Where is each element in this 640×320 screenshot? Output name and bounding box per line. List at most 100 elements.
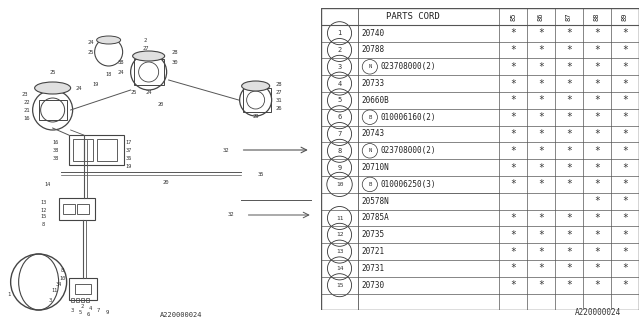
Text: *: * [594,28,600,38]
Text: N: N [368,148,371,153]
Bar [77,204,88,214]
Text: 31: 31 [275,98,282,102]
Text: 27: 27 [142,45,149,51]
Text: 9: 9 [337,164,342,171]
Ellipse shape [242,81,269,91]
Bar [76,298,79,302]
Text: *: * [510,163,516,172]
Text: 10: 10 [60,276,66,281]
Text: 87: 87 [566,12,572,21]
Text: 22: 22 [24,100,30,105]
Text: 85: 85 [510,12,516,21]
Text: 20730: 20730 [361,281,384,290]
Text: *: * [538,146,544,156]
Text: 4: 4 [89,307,92,311]
Text: 2: 2 [144,37,147,43]
Bar [81,298,84,302]
Text: 20578N: 20578N [361,197,388,206]
Text: 9: 9 [106,310,109,316]
Text: *: * [538,280,544,290]
Text: *: * [594,146,600,156]
Bar [97,139,116,161]
Text: 5: 5 [337,97,342,103]
Text: 89: 89 [621,12,628,21]
Text: 8: 8 [337,148,342,154]
Text: 88: 88 [594,12,600,21]
Text: 12: 12 [336,232,343,237]
Text: 12: 12 [40,207,47,212]
Text: 6: 6 [87,311,90,316]
Text: 28: 28 [275,82,282,86]
Text: *: * [594,280,600,290]
Bar [75,284,91,294]
Text: *: * [622,163,628,172]
Ellipse shape [35,82,70,94]
Ellipse shape [97,36,120,44]
Text: 29: 29 [252,114,259,118]
Text: 6: 6 [337,114,342,120]
Text: *: * [538,163,544,172]
Text: 20: 20 [163,180,169,185]
Text: N: N [368,64,371,69]
Text: *: * [622,79,628,89]
Text: 86: 86 [538,12,544,21]
Text: *: * [622,129,628,139]
Text: 1: 1 [7,292,10,298]
Text: *: * [594,112,600,122]
Text: 17: 17 [125,140,132,145]
Bar [73,139,93,161]
Text: *: * [622,230,628,240]
Text: 20721: 20721 [361,247,384,256]
Text: *: * [510,112,516,122]
Text: 20731: 20731 [361,264,384,273]
Text: 38: 38 [52,148,59,153]
Text: 3: 3 [49,298,52,302]
Text: 010006250(3): 010006250(3) [381,180,436,189]
Text: *: * [510,230,516,240]
Text: 20: 20 [157,102,164,108]
Text: *: * [622,62,628,72]
Text: 15: 15 [40,214,47,220]
Text: *: * [538,230,544,240]
Text: *: * [538,213,544,223]
Text: 13: 13 [336,249,343,254]
Text: *: * [510,62,516,72]
Text: *: * [566,146,572,156]
Text: 34: 34 [56,283,62,287]
Text: *: * [594,230,600,240]
Text: 20735: 20735 [361,230,384,239]
Text: *: * [622,247,628,257]
Text: *: * [594,247,600,257]
Text: B: B [368,182,371,187]
Bar [86,298,88,302]
Ellipse shape [132,51,164,61]
Text: *: * [538,263,544,273]
Text: *: * [510,146,516,156]
Text: *: * [538,112,544,122]
Text: *: * [594,163,600,172]
Text: *: * [566,95,572,105]
Text: *: * [566,247,572,257]
Text: 023708000(2): 023708000(2) [381,62,436,71]
Bar [63,204,75,214]
Text: 3: 3 [337,64,342,70]
Text: 19: 19 [125,164,132,169]
Bar [59,198,95,220]
Text: *: * [622,280,628,290]
Text: 37: 37 [125,148,132,153]
Text: 25: 25 [88,50,94,54]
Text: 023708000(2): 023708000(2) [381,146,436,155]
Text: 36: 36 [125,156,132,161]
Text: *: * [538,129,544,139]
Text: *: * [622,45,628,55]
Text: 30: 30 [172,60,178,65]
Text: *: * [594,180,600,189]
Text: 20740: 20740 [361,29,384,38]
Text: *: * [566,180,572,189]
Text: *: * [622,146,628,156]
Text: *: * [566,45,572,55]
Text: *: * [622,196,628,206]
Text: 11: 11 [51,287,58,292]
Text: *: * [566,129,572,139]
Text: *: * [594,129,600,139]
